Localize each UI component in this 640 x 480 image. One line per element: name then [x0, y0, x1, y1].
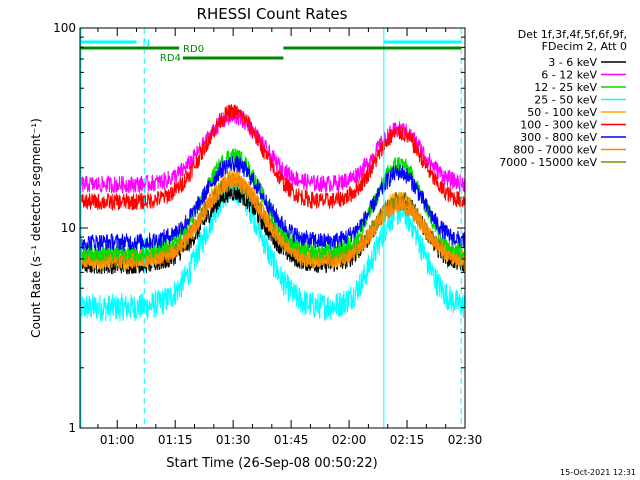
legend: Det 1f,3f,4f,5f,6f,9f,FDecim 2, Att 0 3 -…: [499, 28, 627, 169]
legend-label: 7000 - 15000 keV: [499, 156, 597, 169]
x-tick-label: 01:00: [100, 433, 135, 447]
y-tick-label: 1: [68, 421, 76, 435]
legend-label: 800 - 7000 keV: [513, 144, 597, 157]
legend-label: 12 - 25 keV: [534, 81, 597, 94]
legend-label: 6 - 12 keV: [541, 69, 597, 82]
legend-header: FDecim 2, Att 0: [542, 40, 627, 53]
x-tick-label: 02:00: [332, 433, 367, 447]
x-tick-label: 02:15: [390, 433, 425, 447]
x-tick-label: 01:15: [158, 433, 193, 447]
x-axis-ticks: 01:00 01:15 01:30 01:45 02:00 02:15 02:30: [97, 28, 483, 447]
flag-label: RD4: [160, 53, 181, 64]
series-line: [79, 104, 466, 211]
chart-title: RHESSI Count Rates: [197, 5, 348, 23]
x-tick-label: 02:30: [448, 433, 483, 447]
footer-timestamp: 15-Oct-2021 12:31: [560, 468, 636, 477]
y-axis-ticks: 1 10 100: [53, 21, 465, 435]
legend-label: 25 - 50 keV: [534, 94, 597, 107]
flag-label: N: [143, 38, 150, 49]
x-axis-label: Start Time (26-Sep-08 00:50:22): [166, 456, 377, 471]
legend-label: 100 - 300 keV: [520, 119, 597, 132]
legend-label: 50 - 100 keV: [527, 106, 597, 119]
y-axis-label: Count Rate (s⁻¹ detector segment⁻¹): [29, 118, 43, 338]
legend-header: Det 1f,3f,4f,5f,6f,9f,: [518, 28, 627, 41]
legend-label: 300 - 800 keV: [520, 131, 597, 144]
y-tick-label: 10: [61, 221, 76, 235]
series-layer: [79, 104, 466, 322]
y-tick-label: 100: [53, 21, 76, 35]
flag-label: RD0: [183, 44, 204, 55]
x-tick-label: 01:45: [274, 433, 309, 447]
x-tick-label: 01:30: [216, 433, 251, 447]
legend-label: 3 - 6 keV: [548, 56, 597, 69]
